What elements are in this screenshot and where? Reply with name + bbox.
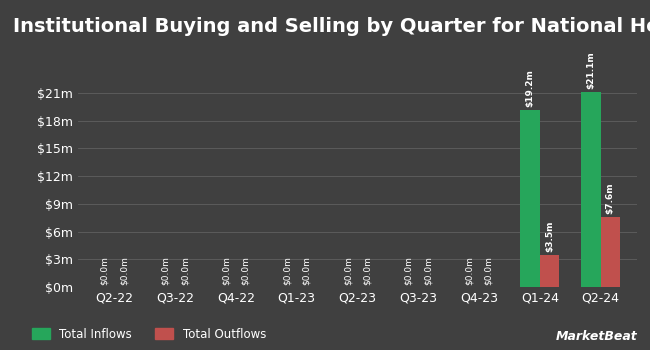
Text: $0.0m: $0.0m <box>100 256 109 285</box>
Text: $0.0m: $0.0m <box>161 256 170 285</box>
Text: Institutional Buying and Selling by Quarter for National HealthCare: Institutional Buying and Selling by Quar… <box>13 18 650 36</box>
Text: $0.0m: $0.0m <box>363 256 372 285</box>
Text: $0.0m: $0.0m <box>465 256 474 285</box>
Text: $0.0m: $0.0m <box>222 256 231 285</box>
Bar <box>581 92 601 287</box>
Text: $19.2m: $19.2m <box>526 69 534 107</box>
Text: $0.0m: $0.0m <box>283 256 291 285</box>
Text: $0.0m: $0.0m <box>181 256 189 285</box>
Bar <box>521 110 539 287</box>
Bar <box>601 217 620 287</box>
Text: $7.6m: $7.6m <box>606 182 615 214</box>
Text: $0.0m: $0.0m <box>484 256 493 285</box>
Text: $21.1m: $21.1m <box>586 52 595 89</box>
Text: $0.0m: $0.0m <box>404 256 413 285</box>
Legend: Total Inflows, Total Outflows: Total Inflows, Total Outflows <box>32 328 266 341</box>
Text: $0.0m: $0.0m <box>343 256 352 285</box>
Text: $0.0m: $0.0m <box>241 256 250 285</box>
Text: $3.5m: $3.5m <box>545 220 554 252</box>
Text: $0.0m: $0.0m <box>424 256 432 285</box>
Text: $0.0m: $0.0m <box>120 256 129 285</box>
Text: MarketBeat: MarketBeat <box>555 330 637 343</box>
Text: $0.0m: $0.0m <box>302 256 311 285</box>
Bar <box>540 255 559 287</box>
